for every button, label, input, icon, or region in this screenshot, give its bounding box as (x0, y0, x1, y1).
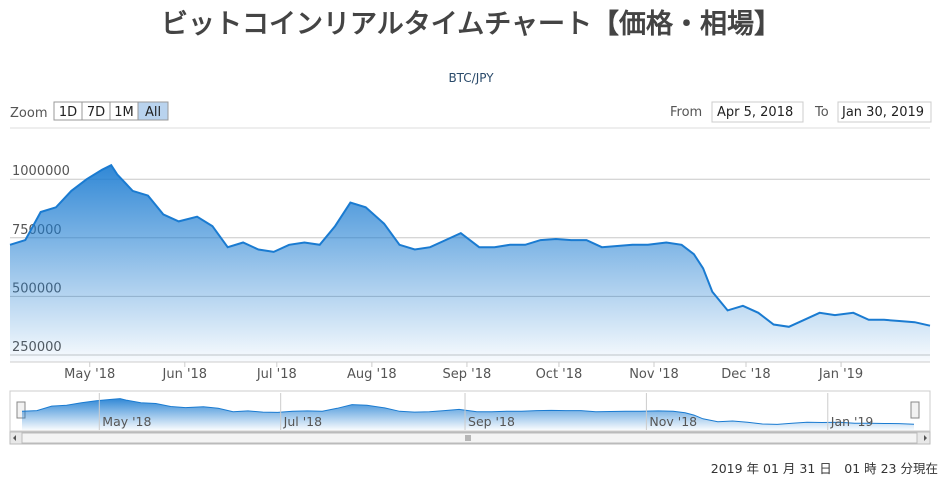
to-input[interactable] (837, 101, 932, 123)
price-line (9, 163, 931, 328)
navigator-tick-label: Jan '19 (830, 414, 874, 429)
navigator-tick-label: May '18 (102, 414, 151, 429)
zoom-button-label[interactable]: 7D (87, 105, 105, 120)
x-tick-label: Oct '18 (536, 367, 583, 382)
x-tick-label: Jul '18 (256, 367, 297, 382)
zoom-button-label[interactable]: All (145, 105, 161, 120)
from-value[interactable]: Apr 5, 2018 (717, 105, 793, 120)
zoom-label: Zoom (10, 106, 47, 121)
navigator-handle[interactable] (16, 401, 26, 419)
x-tick-label: Jan '19 (818, 367, 863, 382)
y-tick-label: 1000000 (12, 164, 70, 179)
x-tick-label: Nov '18 (629, 367, 679, 382)
x-tick-label: Sep '18 (443, 367, 492, 382)
navigator-tick-label: Jul '18 (283, 414, 322, 429)
x-tick-label: Jun '18 (162, 367, 208, 382)
x-tick-label: Aug '18 (347, 367, 397, 382)
price-area (10, 165, 930, 362)
navigator-tick-label: Sep '18 (468, 414, 515, 429)
timestamp: 2019 年 01 月 31 日 01 時 23 分現在 (711, 461, 938, 476)
title: ビットコインリアルタイムチャート【価格・相場】 (161, 9, 781, 40)
zoom-button-label[interactable]: 1M (114, 105, 134, 120)
from-label: From (670, 105, 702, 120)
x-tick-label: Dec '18 (721, 367, 770, 382)
navigator-area (22, 398, 914, 430)
x-tick-label: May '18 (64, 367, 115, 382)
from-input[interactable] (711, 101, 804, 123)
zoom-button-label[interactable]: 1D (59, 105, 77, 120)
navigator-handle[interactable] (910, 401, 920, 419)
to-value[interactable]: Jan 30, 2019 (841, 105, 924, 120)
navigator-tick-label: Nov '18 (649, 414, 697, 429)
navigator-line (21, 398, 915, 425)
zoom-button[interactable] (137, 101, 169, 121)
grip (465, 435, 471, 441)
to-label: To (814, 105, 829, 120)
subtitle: BTC/JPY (448, 71, 494, 85)
